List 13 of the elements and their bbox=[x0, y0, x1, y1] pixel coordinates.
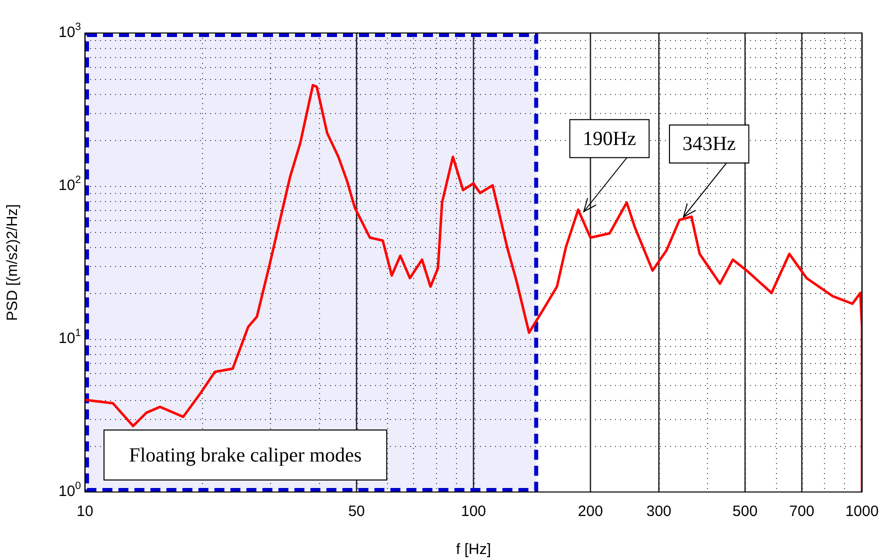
annotation: 190Hz bbox=[582, 128, 636, 150]
x-tick-label: 500 bbox=[732, 503, 758, 520]
x-tick-label: 100 bbox=[460, 503, 486, 520]
x-tick-label: 700 bbox=[789, 503, 814, 520]
band-label: Floating brake caliper modes bbox=[128, 444, 362, 466]
x-tick-label: 300 bbox=[646, 503, 672, 520]
x-tick-label: 200 bbox=[578, 503, 603, 520]
x-axis-title: f [Hz] bbox=[456, 541, 492, 558]
x-tick-label: 10 bbox=[76, 503, 94, 520]
x-tick-label: 1000 bbox=[845, 503, 879, 520]
x-tick-label: 50 bbox=[348, 503, 365, 520]
annotation: 343Hz bbox=[682, 133, 736, 156]
y-axis-title: PSD [(m/s2)2/Hz] bbox=[4, 204, 22, 321]
